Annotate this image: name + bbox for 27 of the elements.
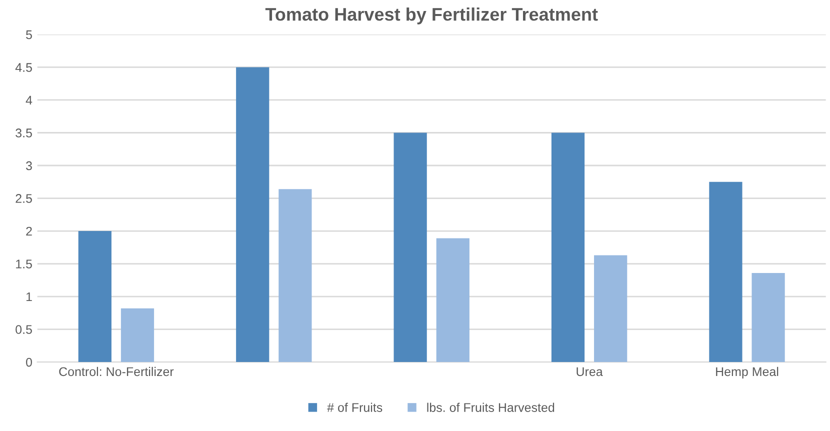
y-tick-label: 3.5 [16, 128, 32, 138]
legend-label: lbs. of Fruits Harvested [427, 402, 554, 412]
y-tick-label: 5 [26, 30, 32, 40]
y-tick-label: 2.5 [16, 194, 32, 203]
y-tick-label: 0.5 [16, 325, 32, 334]
x-tick-label: Control: No-Fertilizer [59, 366, 174, 376]
bar [394, 132, 427, 362]
y-tick-label: 3 [26, 161, 32, 170]
bar [594, 255, 628, 362]
bar [236, 67, 270, 362]
bar [436, 238, 470, 362]
x-tick-label: Hemp Meal [716, 366, 778, 379]
bar [120, 308, 154, 362]
y-tick-label: 1 [26, 292, 32, 302]
y-tick-label: 1.5 [16, 260, 32, 268]
chart-title: Tomato Harvest by Fertilizer Treatment [265, 8, 598, 24]
y-tick-label: 0 [26, 358, 32, 367]
y-tick-label: 2 [26, 226, 32, 236]
bar [752, 272, 785, 362]
legend-label: # of Fruits [327, 402, 382, 412]
y-tick-label: 4 [26, 96, 32, 105]
bar [278, 189, 312, 362]
bar [551, 132, 585, 362]
bar [78, 231, 112, 362]
y-tick-label: 4.5 [15, 63, 32, 72]
bar [709, 182, 742, 362]
x-tick-label: Urea [576, 367, 603, 376]
